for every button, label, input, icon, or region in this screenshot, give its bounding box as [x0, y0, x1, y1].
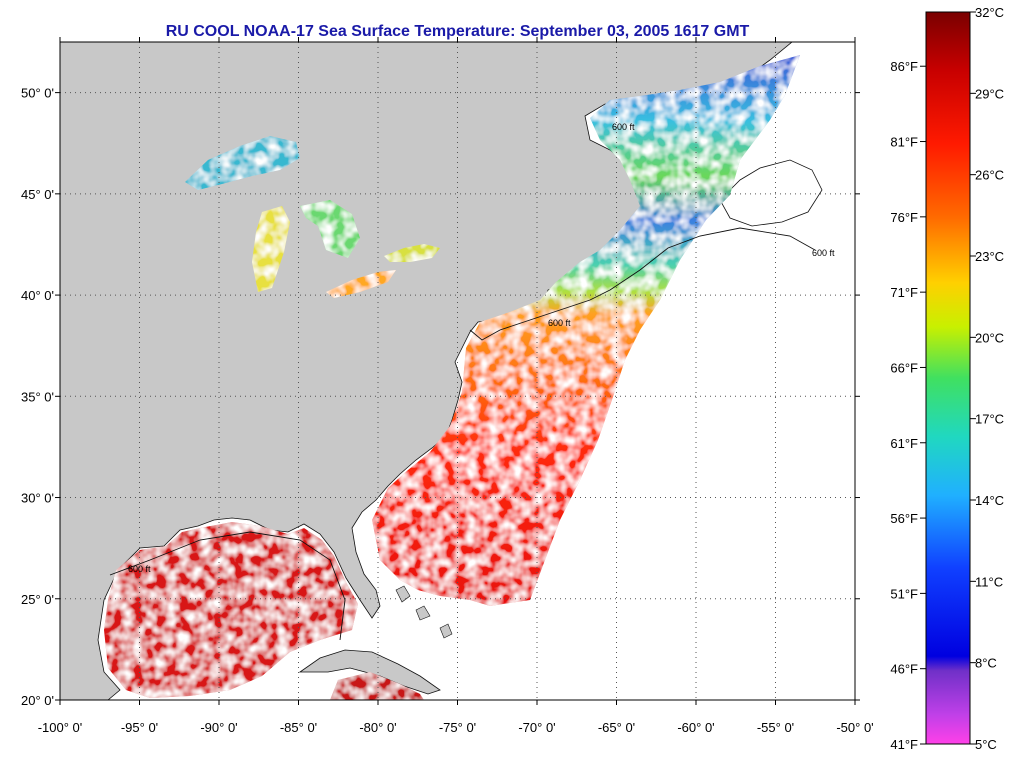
- fahrenheit-label: 51°F: [890, 586, 918, 601]
- swath-temperature-field: [372, 55, 800, 606]
- fahrenheit-label: 56°F: [890, 511, 918, 526]
- celsius-label: 17°C: [975, 412, 1004, 427]
- fahrenheit-label: 71°F: [890, 285, 918, 300]
- map-plot-area: 600 ft 600 ft 600 ft 600 ft: [60, 42, 855, 700]
- lat-tick-label: 45° 0': [21, 187, 54, 202]
- newfoundland-island: [719, 159, 823, 227]
- lat-tick-label: 20° 0': [21, 693, 54, 708]
- sst-swath: [104, 55, 800, 700]
- celsius-label: 23°C: [975, 249, 1004, 264]
- lon-tick-label: -85° 0': [280, 720, 317, 735]
- lon-tick-label: -65° 0': [598, 720, 635, 735]
- celsius-label: 20°C: [975, 330, 1004, 345]
- fahrenheit-label: 41°F: [890, 737, 918, 752]
- fahrenheit-label: 61°F: [890, 436, 918, 451]
- bahamas-islands: [395, 585, 453, 639]
- map-axes: -100° 0' -95° 0' -90° 0' -85° 0' -80° 0' -75°…: [21, 37, 874, 735]
- lon-tick-label: -100° 0': [38, 720, 83, 735]
- fahrenheit-label: 86°F: [890, 59, 918, 74]
- fahrenheit-label: 81°F: [890, 135, 918, 150]
- lat-tick-label: 25° 0': [21, 592, 54, 607]
- colorbar-labels: 32°C 29°C 26°C 23°C 20°C 17°C 14°C 11°C 8°C 5°C 86…: [890, 5, 1004, 752]
- lake-michigan: [252, 206, 290, 292]
- lat-tick-label: 30° 0': [21, 491, 54, 506]
- great-lakes-sst: [185, 136, 440, 298]
- lon-tick-label: -50° 0': [836, 720, 873, 735]
- lat-tick-label: 35° 0': [21, 389, 54, 404]
- fahrenheit-label: 66°F: [890, 360, 918, 375]
- lon-tick-label: -90° 0': [200, 720, 237, 735]
- lake-superior: [185, 136, 300, 190]
- lake-ontario: [384, 244, 440, 262]
- celsius-label: 14°C: [975, 493, 1004, 508]
- lon-tick-label: -55° 0': [757, 720, 794, 735]
- isobath-label-grand-banks: 600 ft: [812, 248, 835, 258]
- caribbean-sst: [330, 672, 424, 700]
- lon-tick-label: -80° 0': [359, 720, 396, 735]
- celsius-label: 11°C: [975, 574, 1003, 589]
- celsius-label: 5°C: [975, 737, 997, 752]
- celsius-label: 29°C: [975, 86, 1004, 101]
- lat-tick-label: 50° 0': [21, 86, 54, 101]
- fahrenheit-label: 46°F: [890, 662, 918, 677]
- lon-tick-label: -95° 0': [121, 720, 158, 735]
- isobath-label-gulf: 600 ft: [128, 564, 151, 574]
- isobath-600ft-line: [109, 227, 816, 641]
- chart-title: RU COOL NOAA-17 Sea Surface Temperature:…: [165, 23, 750, 40]
- gulf-of-mexico-sst: [104, 522, 358, 698]
- celsius-label: 8°C: [975, 656, 997, 671]
- lake-huron: [300, 200, 360, 258]
- lat-tick-label: 40° 0': [21, 288, 54, 303]
- fahrenheit-label: 76°F: [890, 210, 918, 225]
- celsius-label: 26°C: [975, 168, 1004, 183]
- lon-tick-label: -70° 0': [518, 720, 555, 735]
- colorbar-gradient: [925, 11, 971, 745]
- lon-tick-label: -60° 0': [677, 720, 714, 735]
- celsius-label: 32°C: [975, 5, 1004, 20]
- isobath-label-atlantic: 600 ft: [548, 318, 571, 328]
- isobath-label-gulf-st-lawrence: 600 ft: [612, 122, 635, 132]
- lon-tick-label: -75° 0': [439, 720, 476, 735]
